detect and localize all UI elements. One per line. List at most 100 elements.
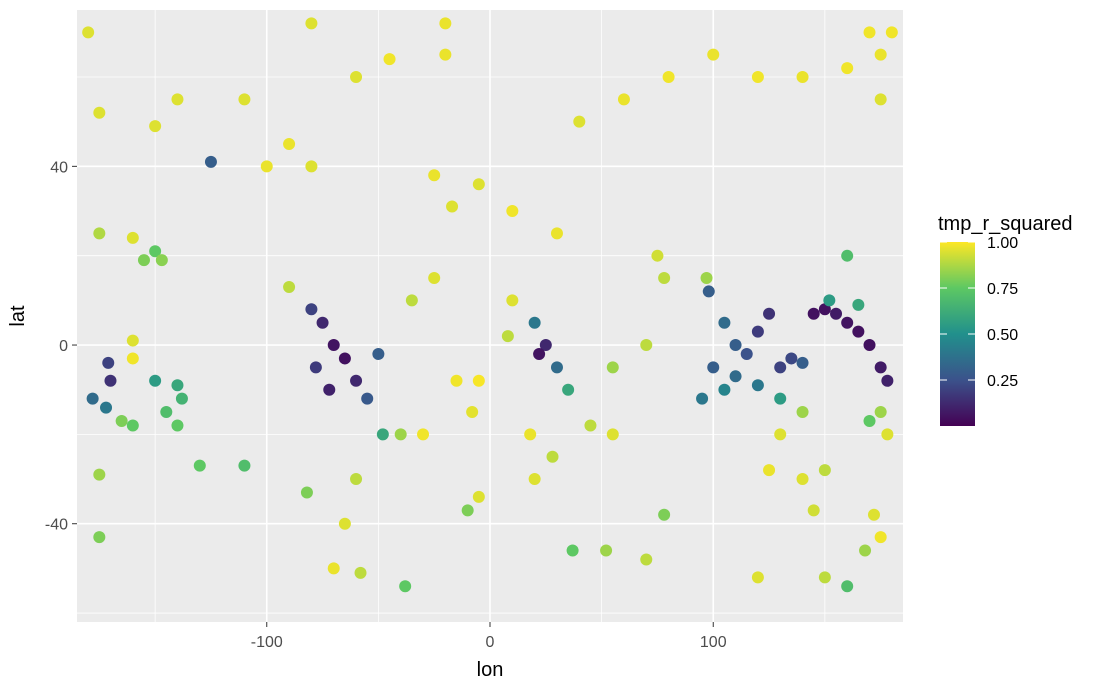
data-point	[126, 231, 139, 244]
data-point	[841, 316, 854, 329]
data-point	[472, 178, 485, 191]
data-point	[785, 352, 798, 365]
data-point	[874, 531, 887, 544]
data-point	[818, 464, 831, 477]
data-point	[327, 562, 340, 575]
data-point	[405, 294, 418, 307]
data-point	[566, 544, 579, 557]
legend: tmp_r_squared 1.00 0.75 0.50 0.25	[938, 213, 1073, 426]
x-tick-label: 100	[700, 634, 727, 651]
legend-title: tmp_r_squared	[938, 213, 1073, 235]
data-point	[874, 406, 887, 419]
data-point	[93, 227, 106, 240]
data-point	[149, 120, 162, 133]
data-point	[658, 508, 671, 521]
data-point	[450, 374, 463, 387]
data-point	[100, 401, 113, 414]
data-point	[533, 347, 546, 360]
data-point	[461, 504, 474, 517]
data-point	[305, 17, 318, 30]
data-point	[394, 428, 407, 441]
data-point	[126, 419, 139, 432]
data-point	[115, 414, 128, 427]
legend-tick-label: 0.25	[987, 373, 1018, 390]
data-point	[361, 392, 374, 405]
data-point	[175, 392, 188, 405]
data-point	[841, 62, 854, 75]
data-point	[546, 450, 559, 463]
data-point	[841, 580, 854, 593]
data-point	[260, 160, 273, 173]
data-point	[841, 249, 854, 262]
data-point	[751, 379, 764, 392]
data-point	[528, 473, 541, 486]
data-point	[539, 339, 552, 352]
data-point	[238, 93, 251, 106]
data-point	[729, 339, 742, 352]
data-point	[707, 361, 720, 374]
y-tick-label: -40	[45, 517, 68, 534]
y-tick-label: 40	[50, 159, 68, 176]
data-point	[774, 361, 787, 374]
data-point	[501, 330, 514, 343]
data-point	[338, 352, 351, 365]
data-point	[171, 93, 184, 106]
data-point	[774, 392, 787, 405]
data-point	[774, 428, 787, 441]
data-point	[859, 544, 872, 557]
data-point	[874, 361, 887, 374]
legend-tick-label: 0.50	[987, 327, 1018, 344]
data-point	[550, 361, 563, 374]
data-point	[472, 374, 485, 387]
data-point	[149, 374, 162, 387]
data-point	[830, 307, 843, 320]
data-point	[796, 473, 809, 486]
data-point	[350, 473, 363, 486]
legend-ticks: 1.00 0.75 0.50 0.25	[940, 235, 1018, 390]
data-point	[102, 356, 115, 369]
data-point	[439, 48, 452, 61]
data-point	[428, 272, 441, 285]
data-point	[740, 347, 753, 360]
data-point	[149, 245, 162, 258]
data-point	[466, 406, 479, 419]
data-point	[338, 517, 351, 530]
data-point	[446, 200, 459, 213]
data-point	[93, 468, 106, 481]
data-point	[807, 307, 820, 320]
data-point	[718, 383, 731, 396]
data-point	[350, 374, 363, 387]
data-point	[238, 459, 251, 472]
data-point	[852, 298, 865, 311]
data-point	[807, 504, 820, 517]
data-point	[600, 544, 613, 557]
data-point	[867, 508, 880, 521]
data-point	[372, 347, 385, 360]
data-point	[863, 414, 876, 427]
data-point	[696, 392, 709, 405]
data-point	[104, 374, 117, 387]
data-point	[763, 307, 776, 320]
data-point	[640, 553, 653, 566]
data-point	[796, 406, 809, 419]
data-point	[300, 486, 313, 499]
data-point	[662, 71, 675, 84]
data-point	[881, 374, 894, 387]
data-point	[126, 334, 139, 347]
data-point	[506, 294, 519, 307]
data-point	[524, 428, 537, 441]
data-point	[751, 571, 764, 584]
data-point	[874, 93, 887, 106]
data-point	[852, 325, 865, 338]
data-point	[383, 53, 396, 66]
data-point	[428, 169, 441, 182]
data-point	[171, 379, 184, 392]
y-axis-title: lat	[7, 305, 29, 327]
data-point	[439, 17, 452, 30]
x-tick-label: 0	[486, 634, 495, 651]
x-axis-ticks: -100 0 100	[251, 622, 727, 651]
data-point	[606, 428, 619, 441]
data-point	[305, 303, 318, 316]
data-point	[796, 71, 809, 84]
data-point	[126, 352, 139, 365]
